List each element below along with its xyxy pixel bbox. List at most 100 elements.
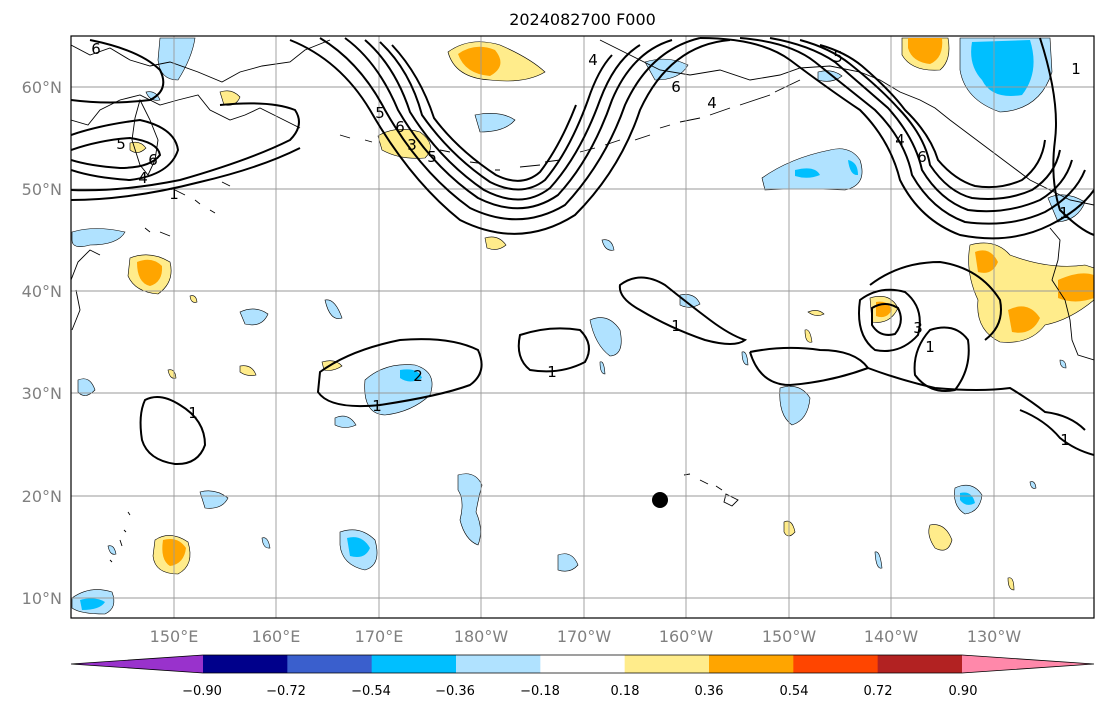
anomaly-positive [804,329,813,343]
anomaly-positive [219,90,241,106]
aleutian-islands [339,79,801,171]
anomaly-negative [589,317,622,357]
lon-tick: 170°W [557,627,612,646]
anomaly-negative [199,490,229,509]
contour-label: 2 [413,367,423,385]
lon-tick: 160°E [252,627,301,646]
contour-sub-1 [139,395,207,466]
contour-wave-6 [391,44,577,182]
contour-label: 1 [188,404,198,422]
anomaly-negative [557,553,579,572]
anomaly-negative [261,537,271,549]
contour-label: 6 [671,78,681,96]
colorbar-tick-label: −0.36 [435,684,475,699]
lat-tick: 30°N [22,384,62,403]
lat-tick: 60°N [22,78,62,97]
contour-east-1 [699,37,1094,240]
anomaly-negative [679,294,701,308]
colorbar-segment [793,655,879,673]
contour-label: 4 [138,169,148,187]
anomaly-positive [783,520,796,537]
north-america-coast [1049,227,1094,361]
colorbar-tick-label: 0.18 [611,684,640,699]
plot-area [71,36,1094,618]
anomaly-negative [157,37,196,81]
anomaly-positive [928,524,953,551]
contour-wave-4 [364,39,641,201]
anomaly-negative [779,386,811,426]
contour-east-6 [1039,37,1094,236]
contour-label: 1 [671,317,681,335]
contour-nw-4 [71,147,301,201]
colorbar-segment [203,655,288,673]
anomaly-positive-core [137,259,163,286]
contour-label: 4 [588,51,598,69]
anomaly-positive [129,141,147,153]
contour-nw-5 [71,39,165,104]
lon-tick: 180°W [454,627,509,646]
contour-label: 3 [407,136,417,154]
gridlines [71,36,1094,618]
contour-nw-3 [71,102,300,192]
anomaly-negative-core [795,168,820,178]
anomaly-negative [474,113,516,133]
colorbar-extend-high [962,655,1094,673]
contour-nw-2 [71,136,162,170]
contour-sub-6 [869,260,1002,341]
contour-label: 1 [1059,204,1069,222]
colorbar-tick-label: −0.90 [182,684,222,699]
contour-label: 1 [925,338,935,356]
contour-sub-10 [749,351,869,387]
anomaly-negative-core [80,598,105,610]
colorbar-tick-label: 0.72 [864,684,893,699]
anomaly-negative-core [400,369,422,382]
micronesia-islands [109,511,131,563]
anomaly-positive [189,295,198,303]
contour-label: 1 [1060,431,1070,449]
anomaly-negative [1059,359,1067,369]
contour-label: 4 [707,94,717,112]
lat-tick: 40°N [22,282,62,301]
storm-position-marker [652,492,668,508]
anomaly-negative [145,91,161,101]
colorbar-segment [371,655,457,673]
lat-tick: 50°N [22,180,62,199]
lon-tick: 160°W [659,627,714,646]
contour-lines [71,37,1094,466]
colorbar-segment [624,655,710,673]
colorbar-segment [287,655,373,673]
kuril-islands [144,181,231,237]
contour-label: 6 [148,151,158,169]
lon-tick: 130°W [967,627,1022,646]
anomaly-positive-core [1008,306,1040,333]
anomaly-positive [1007,577,1015,591]
lat-tick: 20°N [22,487,62,506]
contour-wave-3 [344,37,673,210]
colorbar-segment [877,655,963,673]
contour-wave-1 [289,39,731,235]
colorbar-labels: −0.90 −0.72 −0.54 −0.36 −0.18 0.18 0.36 … [182,684,977,699]
colorbar-tick-label: −0.72 [266,684,306,699]
contour-sub-9 [913,326,970,392]
contour-label: 1 [547,363,557,381]
anomaly-negative [599,361,606,375]
anomaly-negative [71,228,126,247]
colorbar-tick-label: 0.54 [780,684,809,699]
asia-coast [71,39,331,331]
colorbar-tick-label: 0.90 [949,684,978,699]
contour-nw-1 [71,118,180,182]
contour-east-4 [799,39,1061,200]
contour-east-3 [769,37,1073,213]
kamchatka-coast [131,98,159,176]
anomaly-positive [239,365,257,376]
anomaly-negative [239,308,269,326]
colorbar-extend-low [71,655,203,673]
contour-wave-2 [319,37,701,221]
lon-tick: 140°W [864,627,919,646]
anomaly-negative-core [848,160,858,176]
plot-frame [70,35,1095,619]
coastlines [71,39,1094,563]
anomaly-negative [324,299,343,319]
lon-tick: 170°E [355,627,404,646]
